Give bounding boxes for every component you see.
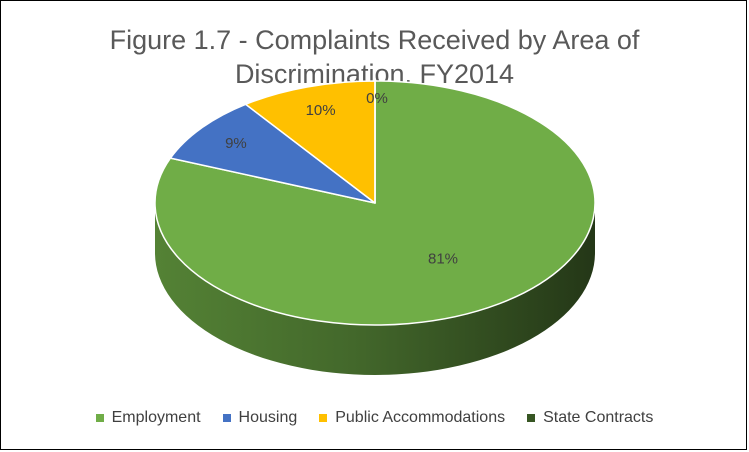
legend-swatch-state-contracts [527, 414, 536, 422]
pie-top [154, 80, 596, 326]
legend-item-state-contracts: State Contracts [527, 409, 653, 427]
legend-label-state-contracts: State Contracts [543, 409, 654, 426]
pie-side-employment [155, 203, 595, 375]
data-label-employment: 81% [428, 250, 458, 267]
legend-label-employment: Employment [111, 409, 201, 426]
chart-legend: Employment Housing Public Accommodations… [1, 409, 748, 427]
data-label-public-accommodations: 10% [306, 102, 336, 119]
legend-swatch-public-accommodations [319, 414, 328, 422]
legend-item-housing: Housing [222, 409, 298, 427]
pie-side [155, 203, 595, 375]
pie-slice-public-accommodations [244, 80, 376, 204]
pie-labels: 81% 9% 10% 0% [225, 90, 458, 267]
data-label-housing: 9% [225, 135, 247, 152]
chart-title-line-1: Figure 1.7 - Complaints Received by Area… [109, 25, 640, 55]
legend-label-public-accommodations: Public Accommodations [335, 409, 506, 426]
legend-item-public-accommodations: Public Accommodations [319, 409, 505, 427]
legend-label-housing: Housing [238, 409, 298, 426]
legend-swatch-employment [95, 414, 104, 422]
data-label-state-contracts: 0% [366, 90, 388, 107]
legend-item-employment: Employment [95, 409, 201, 427]
pie-slice-housing [169, 103, 376, 204]
chart-title: Figure 1.7 - Complaints Received by Area… [1, 23, 748, 91]
legend-swatch-housing [222, 414, 231, 422]
